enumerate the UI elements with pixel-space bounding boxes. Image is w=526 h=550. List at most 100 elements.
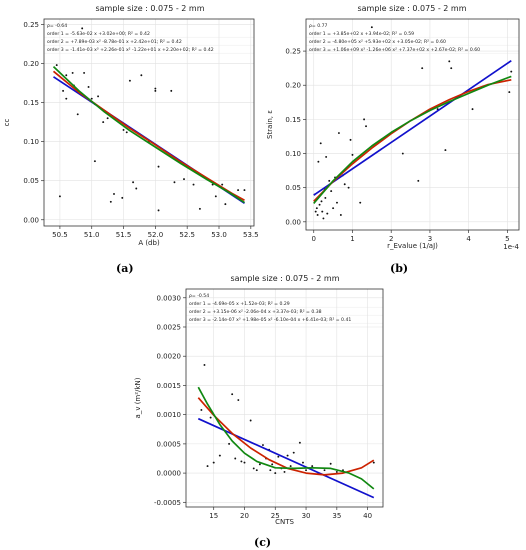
data-point <box>183 178 185 181</box>
data-point <box>337 132 340 134</box>
fit-line-order-1 <box>313 59 512 196</box>
y-tick-label: 0.20 <box>23 60 39 68</box>
data-point <box>200 409 203 411</box>
data-point <box>326 212 329 215</box>
y-axis-label: cc <box>3 119 11 127</box>
data-point <box>81 27 84 30</box>
chart-title: sample size : 0.075 - 2 mm <box>95 4 204 13</box>
chart-title: sample size : 0.075 - 2 mm <box>230 274 339 283</box>
y-tick-label: 0.25 <box>285 48 301 56</box>
data-point <box>237 399 240 401</box>
data-point <box>315 207 318 210</box>
data-point <box>510 70 513 73</box>
data-point <box>328 179 331 182</box>
y-tick-label: 0.0005 <box>157 440 182 448</box>
plot-frame <box>305 18 520 231</box>
y-tick-label: 0.0015 <box>157 382 182 390</box>
data-point <box>347 186 350 189</box>
data-point <box>234 457 237 460</box>
fit-annotation: order 2 = +7.89e-03 x² -8.78e-01 x +2.42… <box>47 39 182 45</box>
data-point <box>218 454 221 457</box>
caption-a: (a) <box>116 262 134 275</box>
data-point <box>109 200 112 203</box>
data-point <box>317 160 320 163</box>
data-point <box>339 214 342 216</box>
data-point <box>83 71 86 74</box>
fit-line-order-3 <box>52 65 245 204</box>
data-point <box>271 463 274 466</box>
y-tick-label: 0.25 <box>23 21 39 29</box>
fit-annotation: order 3 = +1.06e+09 x³ -1.26e+06 x² +7.3… <box>309 47 480 53</box>
data-point <box>214 195 217 198</box>
data-point <box>323 469 326 472</box>
data-point <box>157 209 160 212</box>
data-point <box>243 189 246 192</box>
data-point <box>122 128 125 131</box>
data-point <box>173 181 176 184</box>
data-point <box>269 469 272 472</box>
data-point <box>277 455 280 458</box>
x-tick-label: 5 <box>505 235 509 243</box>
y-tick-label: 0.0030 <box>157 294 182 302</box>
data-point <box>76 113 79 116</box>
data-point <box>359 201 362 204</box>
data-point <box>401 152 404 155</box>
data-point <box>370 26 373 29</box>
caption-c: (c) <box>254 536 272 549</box>
data-point <box>311 465 314 468</box>
data-point <box>329 462 332 465</box>
y-tick-label: 0.10 <box>23 138 39 146</box>
data-point <box>157 165 160 168</box>
x-tick-label: 1 <box>350 235 354 243</box>
data-point <box>154 89 157 92</box>
data-point <box>322 217 325 220</box>
y-tick-label: 0.20 <box>285 82 301 90</box>
data-point <box>87 86 90 88</box>
data-point <box>325 155 328 158</box>
data-point <box>365 125 367 128</box>
x-tick-label: 51.5 <box>116 231 132 239</box>
y-tick-label: 0.00 <box>23 216 39 224</box>
y-axis-label: Strain, ε <box>266 110 274 139</box>
y-tick-label: 0.0025 <box>157 323 182 331</box>
data-point <box>372 461 375 464</box>
data-point <box>58 195 61 198</box>
data-point <box>286 454 289 457</box>
data-point <box>319 142 322 145</box>
plot-area <box>306 19 519 230</box>
x-tick-label: 53.0 <box>211 231 227 239</box>
data-point <box>106 117 109 120</box>
data-point <box>154 87 157 90</box>
chart-c: ρ= -0.54 order 1 = -4.69e-05 x +1.52e-03;… <box>134 274 384 526</box>
data-point <box>255 469 258 472</box>
data-point <box>444 149 447 152</box>
data-point <box>283 470 286 473</box>
y-tick-label: 0.10 <box>285 150 301 158</box>
fit-annotation: order 1 = +3.85e+02 x +3.94e-02; R² = 0.… <box>309 31 414 37</box>
data-point <box>252 467 255 470</box>
data-point <box>113 193 115 195</box>
x-tick-label: 4 <box>466 235 471 243</box>
data-point <box>417 179 420 182</box>
x-tick-label: 51.0 <box>84 231 100 239</box>
x-tick-label: 20 <box>240 512 249 520</box>
fit-line-order-3 <box>197 386 375 490</box>
data-point <box>97 95 100 98</box>
data-point <box>289 465 292 468</box>
x-tick-label: 52.5 <box>179 231 195 239</box>
data-point <box>343 183 346 186</box>
data-point <box>351 153 354 156</box>
data-point <box>203 364 206 366</box>
data-point <box>198 207 201 210</box>
data-point <box>243 461 246 464</box>
x-tick-label: 0 <box>312 235 316 243</box>
data-point <box>125 131 128 134</box>
data-point <box>240 460 243 463</box>
data-point <box>318 203 321 206</box>
x-tick-label: 53.5 <box>243 231 259 239</box>
data-point <box>71 71 74 74</box>
chart-b: ρ= 0.77 order 1 = +3.85e+02 x +3.94e-02; … <box>266 4 520 251</box>
x-tick-label: 40 <box>363 512 372 520</box>
x-tick-label: 3 <box>428 235 432 243</box>
